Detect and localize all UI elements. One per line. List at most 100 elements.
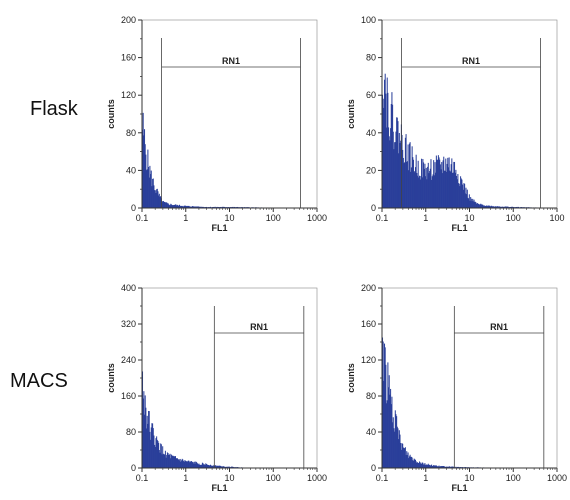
x-axis-title: FL1	[451, 483, 467, 493]
histogram-bar	[202, 463, 204, 468]
histogram-bar	[421, 463, 423, 468]
histogram-bar	[204, 465, 206, 468]
histogram-bar	[487, 206, 489, 208]
histogram-bar	[440, 169, 442, 208]
histogram-bar	[168, 454, 170, 468]
histogram-bar	[403, 447, 405, 468]
histogram-bar	[201, 462, 203, 468]
histogram-bar	[426, 179, 428, 208]
histogram-bar	[456, 466, 458, 468]
histogram-bar	[507, 206, 509, 208]
histogram-bar	[387, 92, 389, 208]
histogram-bar	[466, 194, 468, 208]
x-tick-label: 1000	[547, 473, 567, 483]
histogram-bar	[435, 155, 437, 208]
histogram-bar	[421, 158, 423, 208]
histogram-bar	[173, 204, 175, 208]
histogram-bar	[452, 466, 454, 468]
histogram-bar	[394, 431, 396, 468]
histogram-bar	[384, 347, 386, 468]
histogram-bar	[406, 161, 408, 208]
histogram-bar	[489, 205, 491, 208]
y-tick-label: 80	[366, 391, 376, 401]
histogram-bar	[458, 466, 460, 468]
histogram-bar	[490, 206, 492, 208]
histogram-bar	[150, 439, 152, 468]
histogram-bar	[191, 206, 193, 208]
histogram-bar	[392, 104, 394, 208]
gate-label: RN1	[462, 56, 480, 66]
histogram-bar	[437, 155, 439, 208]
y-tick-label: 160	[361, 319, 376, 329]
histogram-bar	[144, 144, 146, 208]
histogram-bar	[165, 202, 167, 208]
histogram-bar	[400, 140, 402, 208]
y-tick-label: 0	[371, 463, 376, 473]
histogram-flask-left: 0 40 80 120 160 200 0.1 1 10 100 1000 FL1 counts RN1	[106, 15, 327, 233]
histogram-bar	[152, 423, 154, 468]
histogram-bar	[496, 206, 498, 208]
x-tick-label: 100	[266, 473, 281, 483]
histogram-bar	[168, 454, 170, 468]
histogram-bar	[197, 206, 199, 208]
x-tick-label: 0.1	[376, 213, 389, 223]
histogram-bar	[181, 460, 183, 468]
histogram-bar	[149, 165, 151, 208]
histogram-bar	[507, 206, 509, 208]
histogram-bar	[412, 460, 414, 468]
histogram-bar	[464, 183, 466, 208]
histogram-bars	[142, 371, 314, 468]
histogram-bar	[142, 129, 144, 208]
histogram-bar	[488, 205, 490, 208]
histogram-bar	[480, 203, 482, 208]
histogram-bar	[460, 178, 462, 208]
histogram-bar	[483, 205, 485, 208]
histogram-bar	[447, 466, 449, 468]
histogram-bar	[228, 466, 230, 468]
histogram-bar	[432, 174, 434, 208]
histogram-bar	[478, 204, 480, 208]
histogram-bar	[192, 461, 194, 468]
histogram-bar	[154, 190, 156, 208]
histogram-bar	[176, 458, 178, 468]
y-tick-label: 20	[366, 165, 376, 175]
histogram-bar	[477, 203, 479, 208]
histogram-bar	[408, 170, 410, 208]
histogram-bar	[179, 460, 181, 468]
histogram-bar	[180, 461, 182, 468]
histogram-bar	[152, 428, 154, 468]
histogram-bar	[153, 185, 155, 208]
histogram-bar	[459, 186, 461, 208]
histogram-bar	[168, 205, 170, 208]
x-tick-label: 1	[183, 473, 188, 483]
histogram-bar	[404, 162, 406, 208]
histogram-bar	[166, 202, 168, 208]
histogram-bar	[159, 196, 161, 208]
y-tick-label: 40	[366, 128, 376, 138]
histogram-bar	[164, 454, 166, 468]
histogram-bar	[501, 206, 503, 208]
histogram-bar	[450, 164, 452, 208]
histogram-bar	[150, 427, 152, 468]
histogram-bar	[401, 443, 403, 468]
histogram-bar	[220, 466, 222, 468]
histogram-bar	[414, 167, 416, 208]
histogram-bar	[473, 199, 475, 208]
histogram-bar	[193, 206, 195, 208]
x-tick-label: 10	[224, 213, 234, 223]
histogram-bar	[236, 206, 238, 208]
histogram-bar	[217, 465, 219, 468]
histogram-bar	[441, 466, 443, 468]
histogram-bar	[148, 410, 150, 468]
histogram-bar	[462, 189, 464, 208]
histogram-bar	[398, 439, 400, 468]
histogram-bar	[501, 206, 503, 208]
histogram-bar	[386, 403, 388, 468]
histogram-bar	[190, 461, 192, 468]
histogram-bar	[222, 466, 224, 468]
histogram-bar	[432, 465, 434, 468]
histogram-bar	[468, 194, 470, 208]
histogram-bar	[418, 177, 420, 208]
y-tick-label: 80	[126, 427, 136, 437]
histogram-bar	[382, 94, 384, 208]
